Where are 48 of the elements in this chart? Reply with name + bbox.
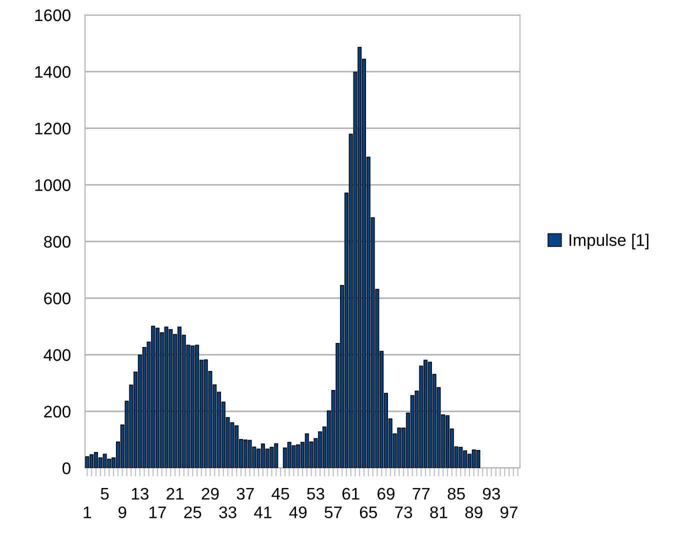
legend-label: Impulse [1] (570, 234, 648, 250)
x-tick-label: 93 (482, 488, 500, 500)
x-tick-label: 73 (395, 506, 412, 518)
bar (476, 450, 480, 468)
bar (458, 446, 463, 468)
x-tick-label: 57 (324, 506, 342, 518)
x-tick-label: 29 (202, 488, 219, 500)
x-tick-label: 17 (150, 506, 166, 518)
x-tick-label: 5 (100, 488, 109, 500)
bar (248, 440, 252, 468)
x-tick-label: 69 (378, 488, 394, 500)
bar (292, 445, 296, 468)
y-tick-label: 0 (62, 462, 70, 474)
x-tick-label: 45 (272, 488, 290, 500)
x-tick-label: 65 (360, 506, 377, 518)
x-tick-label: 81 (430, 506, 448, 518)
x-tick-label: 25 (184, 506, 202, 518)
y-tick-label: 600 (44, 292, 70, 304)
bar (287, 442, 292, 468)
x-tick-label: 41 (254, 506, 272, 518)
x-tick-label: 9 (118, 506, 126, 518)
x-tick-label: 37 (236, 488, 254, 500)
x-tick-label: 1 (84, 506, 92, 518)
y-tick-label: 1600 (35, 9, 70, 22)
bar (270, 446, 274, 468)
x-tick-label: 77 (412, 488, 430, 500)
x-tick-label: 61 (342, 488, 360, 500)
bar (397, 428, 402, 468)
x-tick-label: 89 (465, 506, 482, 518)
bar (204, 359, 208, 468)
y-tick-label: 400 (44, 349, 70, 361)
x-tick-label: 21 (166, 488, 184, 500)
bar (168, 329, 173, 468)
y-tick-label: 1400 (35, 66, 70, 78)
x-tick-label: 33 (219, 506, 236, 518)
y-tick-label: 800 (44, 236, 70, 248)
y-tick-label: 200 (44, 406, 70, 418)
x-tick-label: 85 (448, 488, 465, 500)
x-tick-label: 49 (289, 506, 307, 518)
bar (164, 326, 168, 468)
bar (190, 346, 195, 468)
x-tick-label: 97 (500, 506, 518, 518)
bar (85, 456, 90, 468)
bar (102, 454, 107, 468)
x-tick-label: 13 (132, 488, 148, 500)
y-tick-label: 1200 (35, 122, 70, 134)
y-tick-label: 1000 (35, 179, 70, 192)
x-tick-label: 53 (307, 488, 324, 500)
